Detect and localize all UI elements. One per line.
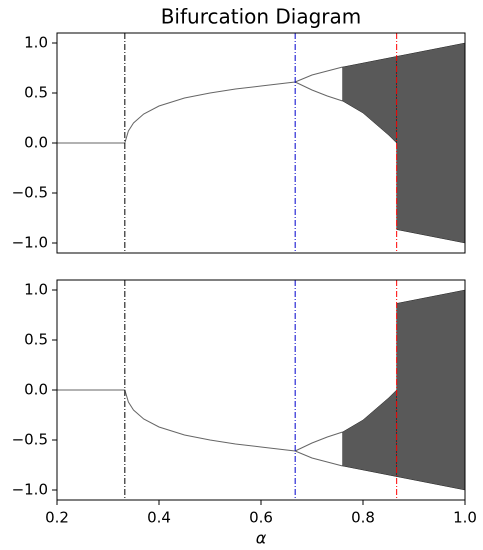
y-tick-label: 0.0 bbox=[24, 381, 48, 399]
y-tick-label: 0.5 bbox=[24, 84, 48, 102]
chaotic-band bbox=[342, 389, 397, 477]
x-tick-label: 0.8 bbox=[351, 509, 375, 527]
x-tick-label: 0.4 bbox=[147, 509, 171, 527]
y-tick-label: −1.0 bbox=[12, 234, 48, 252]
branch-line bbox=[294, 66, 343, 83]
chaotic-band bbox=[396, 289, 466, 491]
y-tick-label: 1.0 bbox=[24, 281, 48, 299]
branch-line bbox=[57, 81, 296, 144]
x-tick-label: 1.0 bbox=[453, 509, 477, 527]
chaotic-band bbox=[396, 42, 466, 244]
chart-title: Bifurcation Diagram bbox=[161, 5, 362, 29]
y-tick-label: 1.0 bbox=[24, 34, 48, 52]
branch-line bbox=[294, 450, 343, 467]
branch-line bbox=[294, 81, 343, 102]
y-tick-label: −0.5 bbox=[12, 184, 48, 202]
plot-frame bbox=[56, 279, 466, 501]
y-tick-label: −1.0 bbox=[12, 481, 48, 499]
y-tick-label: −0.5 bbox=[12, 431, 48, 449]
y-tick-label: 0.0 bbox=[24, 134, 48, 152]
chaotic-band bbox=[342, 56, 397, 144]
y-tick-label: 0.5 bbox=[24, 331, 48, 349]
x-axis-label: α bbox=[256, 529, 267, 548]
x-tick-label: 0.6 bbox=[249, 509, 273, 527]
branch-line bbox=[294, 431, 343, 452]
plot-frame bbox=[56, 32, 466, 254]
branch-line bbox=[57, 389, 296, 452]
x-tick-label: 0.2 bbox=[45, 509, 69, 527]
